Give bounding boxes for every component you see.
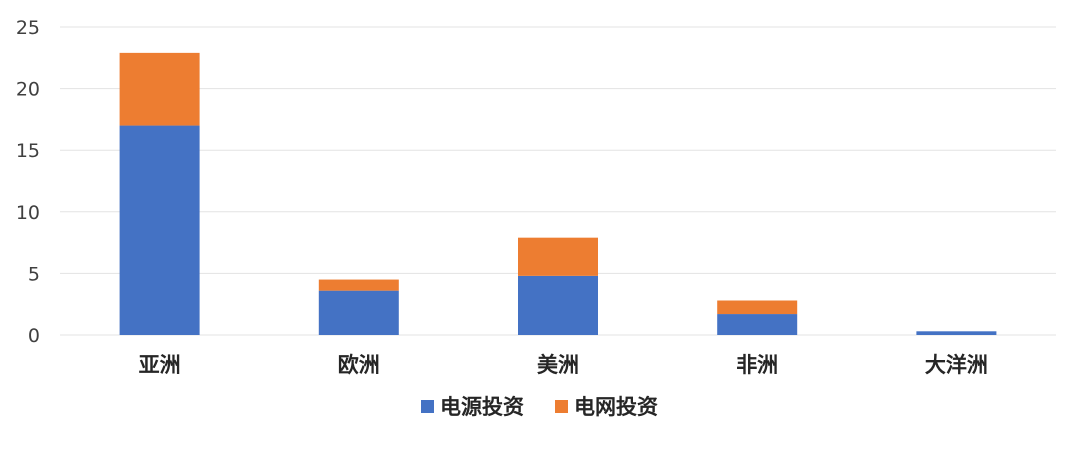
y-tick-label: 5: [28, 263, 40, 285]
x-category-label: 美洲: [537, 353, 579, 377]
legend-label: 电源投资: [440, 395, 524, 419]
y-tick-label: 0: [28, 325, 40, 347]
y-tick-label: 25: [16, 17, 40, 39]
bar-欧洲-电网投资: [318, 279, 399, 291]
y-tick-label: 15: [16, 140, 40, 162]
bar-大洋洲-电源投资: [916, 331, 997, 335]
gridlines: [60, 26, 1056, 336]
legend-swatch-电网投资: [555, 400, 568, 413]
x-category-label: 非洲: [736, 353, 778, 377]
bar-美洲-电网投资: [518, 237, 598, 276]
bars: [119, 52, 997, 335]
y-tick-label: 20: [16, 79, 40, 101]
bar-欧洲-电源投资: [318, 290, 399, 335]
x-category-label: 大洋洲: [925, 353, 988, 377]
y-tick-label: 10: [16, 202, 40, 224]
x-category-label: 亚洲: [139, 353, 181, 377]
x-axis: 亚洲 欧洲 美洲 非洲 大洋洲: [139, 353, 988, 377]
bar-亚洲-电源投资: [119, 125, 200, 335]
bar-非洲-电网投资: [717, 300, 798, 315]
y-axis-ticks: 0 5 10 15 20 25: [16, 17, 40, 347]
legend: 电源投资 电网投资: [421, 395, 658, 419]
bar-亚洲-电网投资: [119, 52, 200, 126]
x-category-label: 欧洲: [338, 353, 380, 377]
legend-label: 电网投资: [574, 395, 658, 419]
legend-swatch-电源投资: [421, 400, 434, 413]
bar-美洲-电源投资: [518, 275, 598, 335]
bar-非洲-电源投资: [717, 314, 798, 335]
